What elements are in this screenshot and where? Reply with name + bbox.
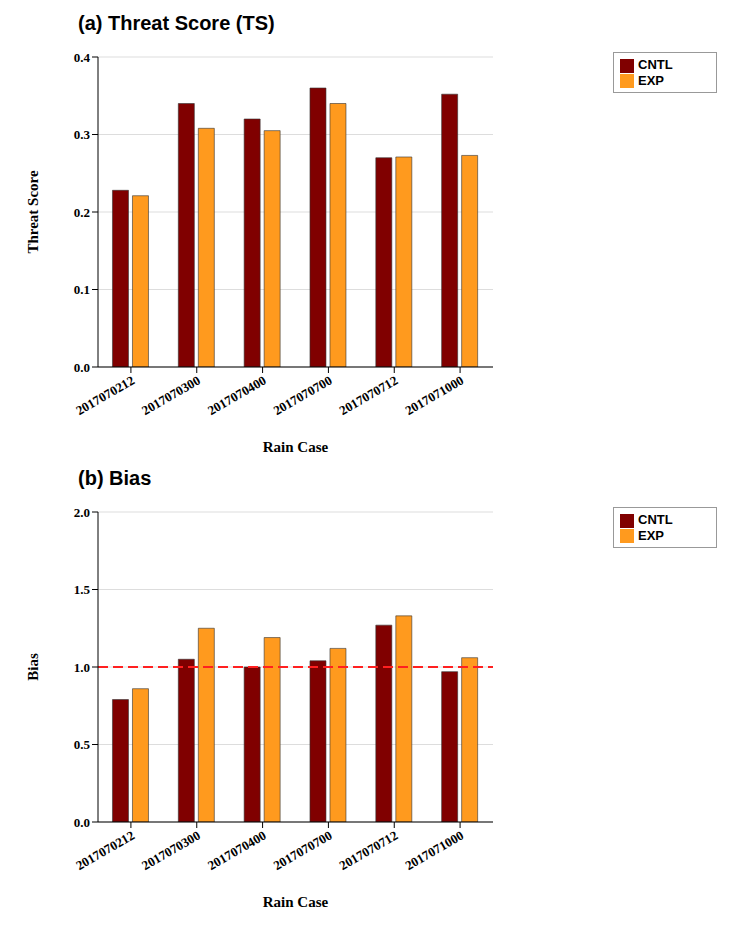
svg-text:0.5: 0.5 bbox=[74, 737, 91, 752]
svg-text:2017070712: 2017070712 bbox=[337, 373, 401, 418]
svg-text:2.0: 2.0 bbox=[74, 505, 90, 520]
svg-text:2017070400: 2017070400 bbox=[205, 828, 269, 873]
svg-text:0.0: 0.0 bbox=[74, 360, 90, 375]
html-text:EXP: EXP bbox=[638, 527, 664, 543]
svg-text:2017070300: 2017070300 bbox=[139, 373, 203, 418]
svg-text:Rain Case: Rain Case bbox=[263, 894, 329, 910]
html-text:EXP: EXP bbox=[638, 72, 664, 88]
html-text:CNTL: CNTL bbox=[638, 512, 673, 527]
svg-text:2017070700: 2017070700 bbox=[271, 828, 335, 873]
html-text:(a) Threat Score (TS): (a) Threat Score (TS) bbox=[78, 12, 275, 34]
svg-text:2017070212: 2017070212 bbox=[73, 373, 137, 418]
html-text:CNTL: CNTL bbox=[638, 57, 673, 72]
svg-text:0.1: 0.1 bbox=[74, 282, 90, 297]
svg-text:Threat Score: Threat Score bbox=[25, 170, 41, 254]
svg-text:0.4: 0.4 bbox=[74, 50, 91, 65]
svg-text:2017071000: 2017071000 bbox=[402, 373, 466, 418]
html-text:(b) Bias: (b) Bias bbox=[78, 467, 152, 489]
svg-text:Rain Case: Rain Case bbox=[263, 439, 329, 455]
svg-text:2017070700: 2017070700 bbox=[271, 373, 335, 418]
svg-text:2017070400: 2017070400 bbox=[205, 373, 269, 418]
svg-text:1.5: 1.5 bbox=[74, 582, 91, 597]
svg-text:Bias: Bias bbox=[25, 653, 41, 681]
svg-text:0.0: 0.0 bbox=[74, 815, 90, 830]
svg-text:2017070300: 2017070300 bbox=[139, 828, 203, 873]
svg-text:0.2: 0.2 bbox=[74, 205, 90, 220]
svg-text:2017070212: 2017070212 bbox=[73, 828, 137, 873]
svg-text:1.0: 1.0 bbox=[74, 660, 90, 675]
svg-text:0.3: 0.3 bbox=[74, 127, 91, 142]
svg-text:2017071000: 2017071000 bbox=[402, 828, 466, 873]
svg-text:2017070712: 2017070712 bbox=[337, 828, 401, 873]
